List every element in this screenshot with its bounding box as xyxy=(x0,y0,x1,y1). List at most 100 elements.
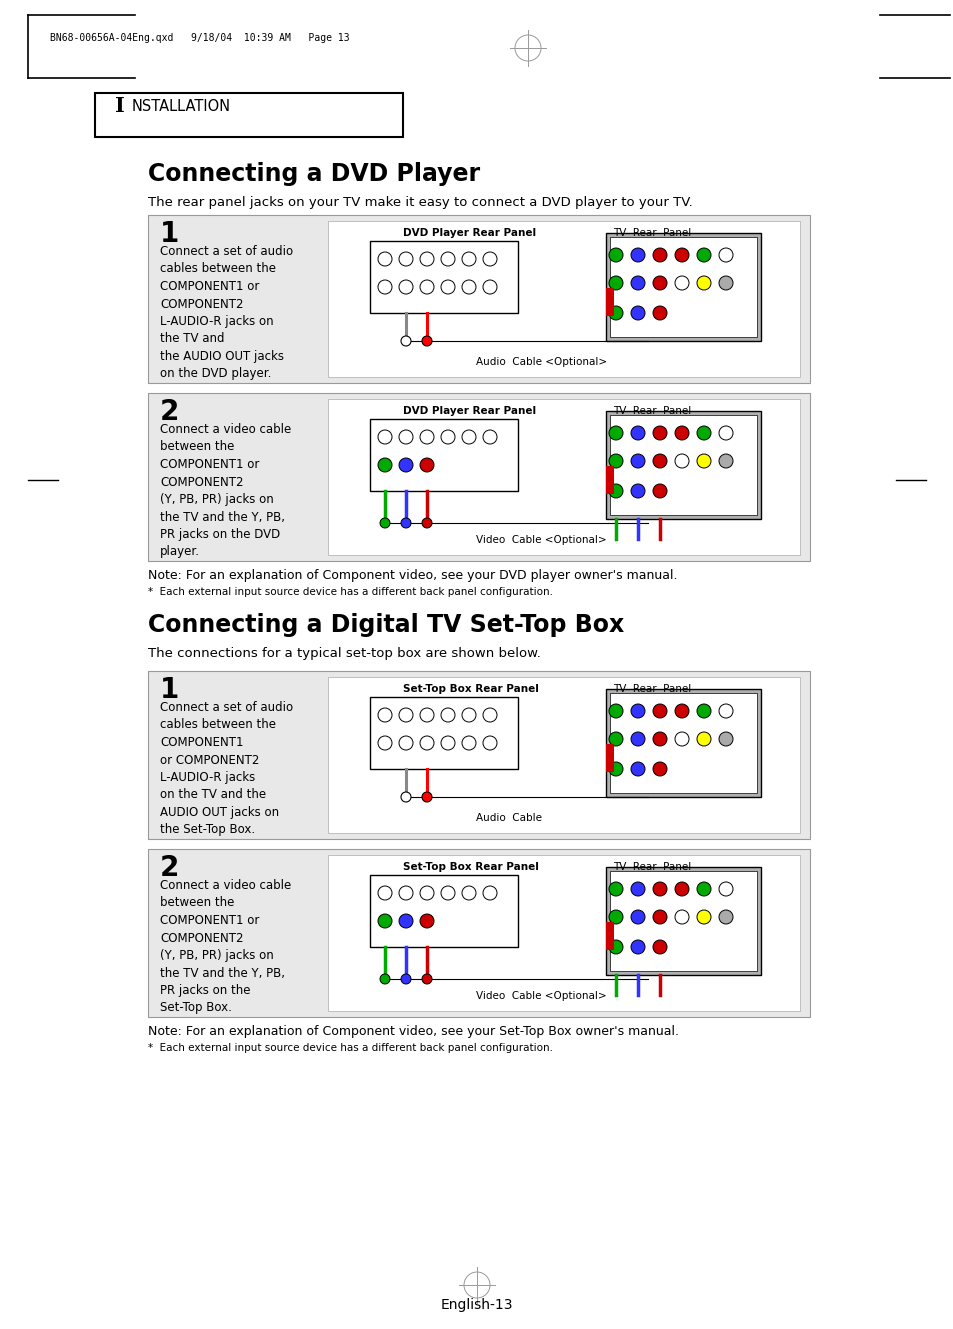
Circle shape xyxy=(697,704,710,718)
Circle shape xyxy=(419,736,434,750)
Circle shape xyxy=(482,736,497,750)
Circle shape xyxy=(377,431,392,444)
Circle shape xyxy=(440,280,455,294)
Text: *  Each external input source device has a different back panel configuration.: * Each external input source device has … xyxy=(148,1043,553,1053)
Circle shape xyxy=(675,427,688,440)
Circle shape xyxy=(630,306,644,320)
Circle shape xyxy=(675,276,688,290)
Circle shape xyxy=(482,431,497,444)
Circle shape xyxy=(608,910,622,924)
Text: Video  Cable <Optional>: Video Cable <Optional> xyxy=(476,536,606,545)
Circle shape xyxy=(377,886,392,900)
Circle shape xyxy=(461,431,476,444)
Circle shape xyxy=(675,455,688,468)
Circle shape xyxy=(421,336,432,346)
Circle shape xyxy=(630,882,644,896)
Bar xyxy=(370,696,517,769)
Bar xyxy=(328,221,800,377)
Circle shape xyxy=(482,708,497,722)
Circle shape xyxy=(461,886,476,900)
Circle shape xyxy=(398,431,413,444)
Circle shape xyxy=(377,459,392,472)
Circle shape xyxy=(400,336,411,346)
Circle shape xyxy=(608,276,622,290)
Circle shape xyxy=(652,427,666,440)
Bar xyxy=(609,692,757,793)
Text: BN68-00656A-04Eng.qxd   9/18/04  10:39 AM   Page 13: BN68-00656A-04Eng.qxd 9/18/04 10:39 AM P… xyxy=(50,33,349,43)
Text: 1: 1 xyxy=(160,676,179,704)
Circle shape xyxy=(398,280,413,294)
Bar xyxy=(148,849,809,1017)
Circle shape xyxy=(377,280,392,294)
Circle shape xyxy=(675,732,688,746)
Circle shape xyxy=(652,882,666,896)
Text: TV  Rear  Panel: TV Rear Panel xyxy=(613,684,691,694)
Circle shape xyxy=(697,882,710,896)
Bar xyxy=(609,237,757,338)
Text: Connect a video cable
between the
COMPONENT1 or
COMPONENT2
(Y, PB, PR) jacks on
: Connect a video cable between the COMPON… xyxy=(160,878,291,1014)
Circle shape xyxy=(652,910,666,924)
Circle shape xyxy=(421,518,432,528)
Text: DVD Player Rear Panel: DVD Player Rear Panel xyxy=(402,229,536,238)
Circle shape xyxy=(608,427,622,440)
Circle shape xyxy=(608,940,622,954)
Text: Audio  Cable: Audio Cable xyxy=(476,813,541,823)
Circle shape xyxy=(398,886,413,900)
Bar xyxy=(328,676,800,833)
Circle shape xyxy=(675,249,688,262)
Circle shape xyxy=(719,249,732,262)
Circle shape xyxy=(608,455,622,468)
Text: TV  Rear  Panel: TV Rear Panel xyxy=(613,229,691,238)
Text: DVD Player Rear Panel: DVD Player Rear Panel xyxy=(402,405,536,416)
Circle shape xyxy=(377,708,392,722)
Circle shape xyxy=(419,280,434,294)
Text: The rear panel jacks on your TV make it easy to connect a DVD player to your TV.: The rear panel jacks on your TV make it … xyxy=(148,195,692,209)
Bar xyxy=(609,415,757,516)
Text: NSTALLATION: NSTALLATION xyxy=(132,98,231,114)
Circle shape xyxy=(377,736,392,750)
Circle shape xyxy=(398,736,413,750)
Circle shape xyxy=(440,253,455,266)
Circle shape xyxy=(440,736,455,750)
Circle shape xyxy=(482,253,497,266)
Circle shape xyxy=(652,762,666,776)
Text: Note: For an explanation of Component video, see your Set-Top Box owner's manual: Note: For an explanation of Component vi… xyxy=(148,1025,679,1038)
Circle shape xyxy=(697,249,710,262)
Circle shape xyxy=(630,249,644,262)
Circle shape xyxy=(719,427,732,440)
Text: Audio  Cable <Optional>: Audio Cable <Optional> xyxy=(476,358,606,367)
Circle shape xyxy=(719,732,732,746)
Circle shape xyxy=(419,431,434,444)
Circle shape xyxy=(440,886,455,900)
Circle shape xyxy=(697,276,710,290)
Circle shape xyxy=(652,455,666,468)
Circle shape xyxy=(419,708,434,722)
Circle shape xyxy=(608,732,622,746)
Circle shape xyxy=(630,455,644,468)
Circle shape xyxy=(398,914,413,928)
Circle shape xyxy=(652,484,666,498)
Circle shape xyxy=(719,910,732,924)
Circle shape xyxy=(608,882,622,896)
Circle shape xyxy=(608,762,622,776)
Circle shape xyxy=(419,459,434,472)
Bar xyxy=(95,93,402,137)
Circle shape xyxy=(461,708,476,722)
Circle shape xyxy=(440,431,455,444)
Circle shape xyxy=(652,306,666,320)
Text: English-13: English-13 xyxy=(440,1298,513,1312)
Circle shape xyxy=(630,704,644,718)
Circle shape xyxy=(630,762,644,776)
Bar xyxy=(328,399,800,556)
Circle shape xyxy=(379,518,390,528)
Circle shape xyxy=(697,427,710,440)
Circle shape xyxy=(630,910,644,924)
Circle shape xyxy=(652,940,666,954)
Bar xyxy=(148,215,809,383)
Circle shape xyxy=(419,886,434,900)
Text: Set-Top Box Rear Panel: Set-Top Box Rear Panel xyxy=(402,863,538,872)
Text: Set-Top Box Rear Panel: Set-Top Box Rear Panel xyxy=(402,684,538,694)
Circle shape xyxy=(652,704,666,718)
Text: 2: 2 xyxy=(160,397,179,427)
Circle shape xyxy=(675,882,688,896)
